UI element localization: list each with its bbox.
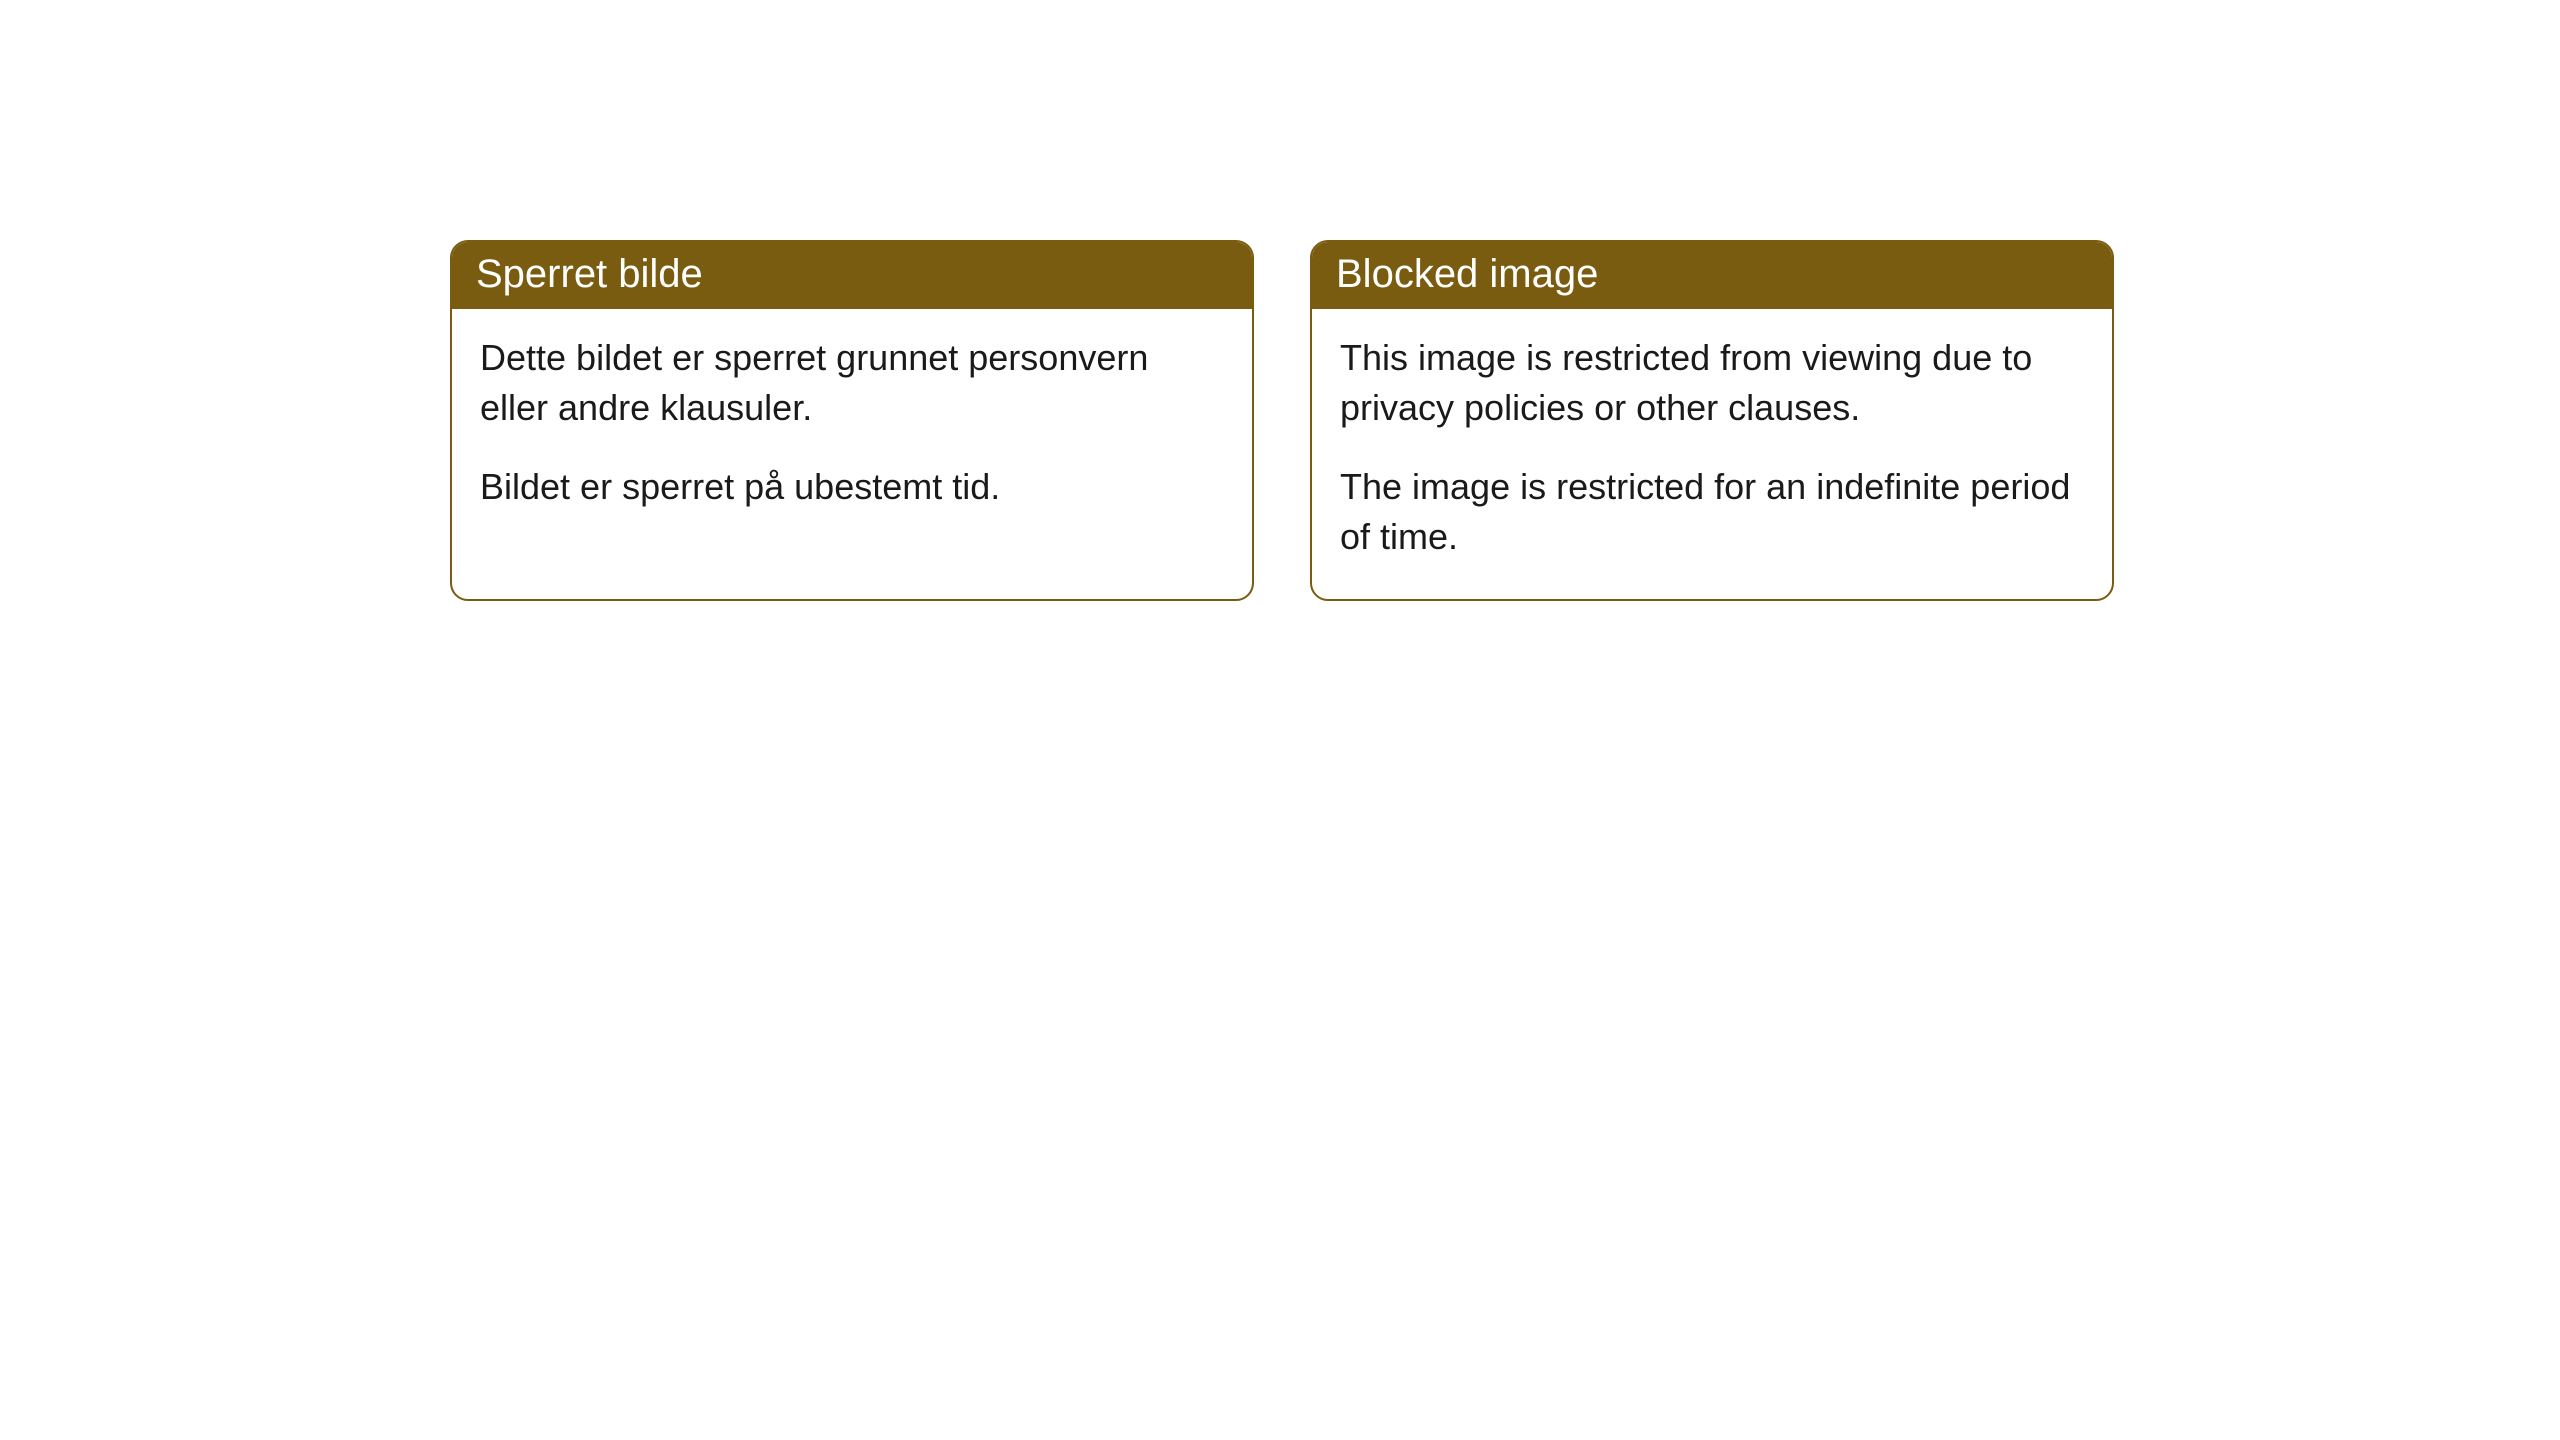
notice-card-english: Blocked image This image is restricted f… [1310,240,2114,601]
card-text-english-1: This image is restricted from viewing du… [1340,333,2084,434]
card-body-norwegian: Dette bildet er sperret grunnet personve… [452,309,1252,548]
card-header-english: Blocked image [1312,242,2112,309]
card-body-english: This image is restricted from viewing du… [1312,309,2112,599]
card-header-norwegian: Sperret bilde [452,242,1252,309]
card-text-norwegian-1: Dette bildet er sperret grunnet personve… [480,333,1224,434]
notice-card-norwegian: Sperret bilde Dette bildet er sperret gr… [450,240,1254,601]
card-text-english-2: The image is restricted for an indefinit… [1340,462,2084,563]
notice-cards-container: Sperret bilde Dette bildet er sperret gr… [450,240,2114,601]
card-text-norwegian-2: Bildet er sperret på ubestemt tid. [480,462,1224,512]
